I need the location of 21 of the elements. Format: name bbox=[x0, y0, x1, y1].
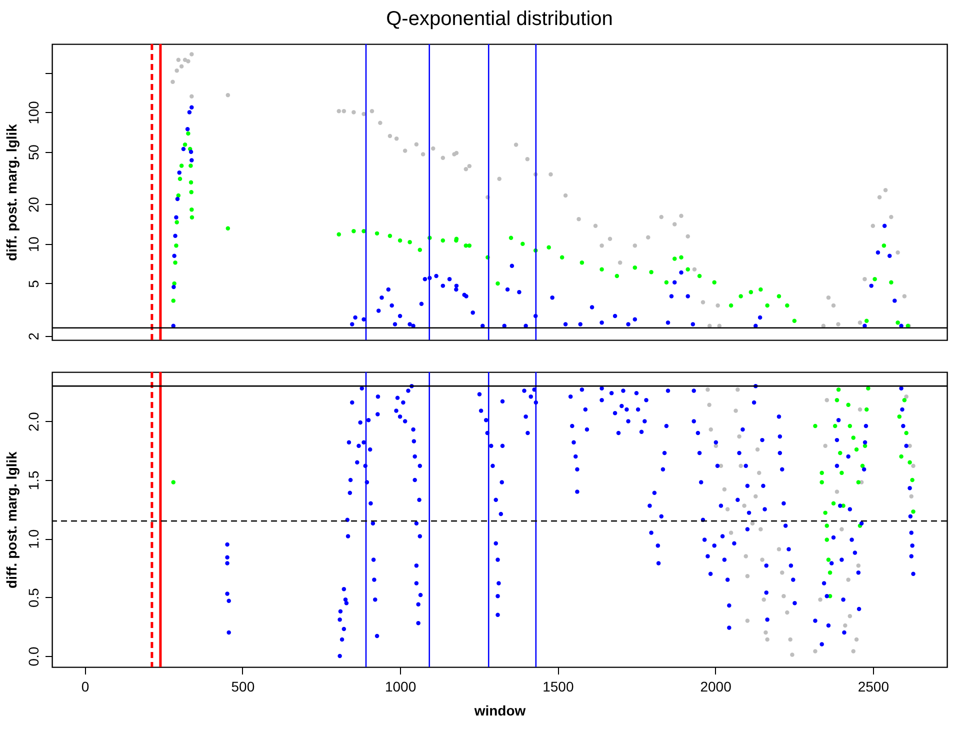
y-tick-label: 2 bbox=[26, 332, 42, 340]
y-tick-label: 50 bbox=[26, 144, 42, 160]
y-tick-label: 0.5 bbox=[26, 588, 42, 608]
y-tick-label: 1.5 bbox=[26, 470, 42, 490]
x-tick-label: 500 bbox=[231, 678, 255, 694]
y-axis-title: diff. post. marg. lglik bbox=[4, 451, 20, 588]
chart-title: Q-exponential distribution bbox=[386, 8, 613, 30]
y-tick-label: 5 bbox=[26, 280, 42, 288]
y-axis-title: diff. post. marg. lglik bbox=[4, 124, 20, 261]
x-tick-label: 2500 bbox=[858, 678, 890, 694]
x-tick-label: 1500 bbox=[542, 678, 574, 694]
x-tick-label: 0 bbox=[81, 678, 90, 694]
y-tick-label: 10 bbox=[26, 236, 42, 252]
x-tick-label: 2000 bbox=[700, 678, 732, 694]
y-tick-label: 100 bbox=[26, 100, 42, 124]
x-axis-title: window bbox=[473, 702, 526, 718]
y-tick-label: 0.0 bbox=[26, 646, 42, 666]
y-tick-label: 1.0 bbox=[26, 529, 42, 549]
y-tick-label: 20 bbox=[26, 196, 42, 213]
y-tick-label: 2.0 bbox=[26, 412, 42, 432]
x-tick-label: 1000 bbox=[384, 678, 416, 694]
